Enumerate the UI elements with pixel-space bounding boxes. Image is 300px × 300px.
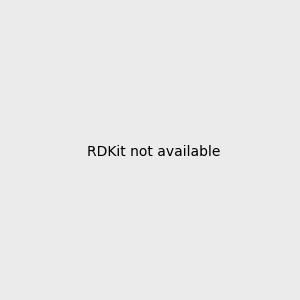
Text: RDKit not available: RDKit not available	[87, 145, 220, 158]
